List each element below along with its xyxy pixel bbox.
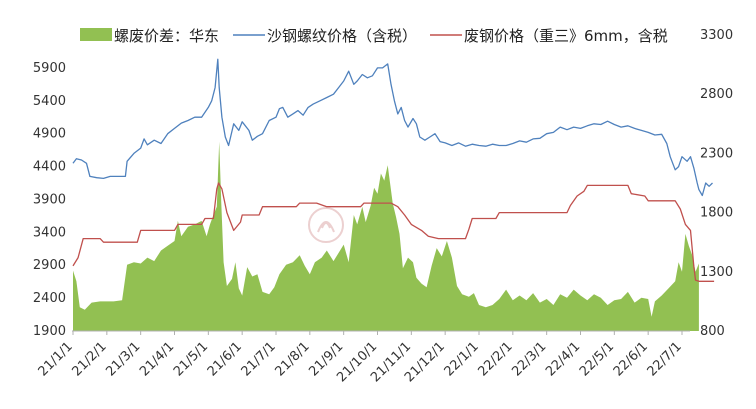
y-right-tick-label-1: 800 — [700, 324, 725, 339]
x-tick-label-17: 22/5/1 — [577, 339, 617, 379]
x-tick-label-5: 21/5/1 — [171, 339, 211, 379]
y-right-tick-label-3: 1800 — [700, 206, 733, 221]
x-tick-label-14: 22/2/1 — [475, 339, 515, 379]
series-1-area — [73, 141, 699, 331]
x-tick-label-15: 22/3/1 — [509, 339, 549, 379]
x-tick-label-16: 22/4/1 — [543, 339, 583, 379]
x-tick-label-4: 21/4/1 — [137, 339, 177, 379]
y-left-tick-label-7: 4900 — [33, 127, 66, 142]
y-right-tick-label-2: 1300 — [700, 265, 733, 280]
x-tick-label-1: 21/1/1 — [36, 339, 76, 379]
x-tick-label-19: 22/7/1 — [645, 339, 685, 379]
x-tick-label-13: 22/1/1 — [442, 339, 482, 379]
x-tick-label-2: 21/2/1 — [69, 339, 109, 379]
y-left-tick-label-6: 4400 — [33, 160, 66, 175]
y-left-tick-label-3: 2900 — [33, 258, 66, 273]
legend-item-1: 螺废价差：华东 — [80, 27, 219, 45]
y-left-tick-label-4: 3400 — [33, 225, 66, 240]
series-3-line — [72, 182, 715, 282]
y-left-tick-label-5: 3900 — [33, 192, 66, 207]
y-left-tick-label-9: 5900 — [33, 61, 66, 76]
legend: 螺废价差：华东 沙钢螺纹价格（含税） 废钢价格（重三》6mm，含税 — [80, 27, 668, 45]
y-right-tick-label-5: 2800 — [700, 87, 733, 102]
legend-swatch-1 — [80, 28, 112, 41]
x-tick-label-3: 21/3/1 — [103, 339, 143, 379]
plot-area — [72, 58, 715, 331]
legend-label-3: 废钢价格（重三》6mm，含税 — [464, 27, 668, 45]
legend-item-2: 沙钢螺纹价格（含税） — [233, 27, 417, 45]
watermark-logo-mark — [317, 221, 335, 233]
y-right-tick-label-4: 2300 — [700, 146, 733, 161]
y-right-tick-label-6: 3300 — [700, 28, 733, 43]
y-left-tick-label-2: 2400 — [33, 291, 66, 306]
y-left-tick-label-8: 5400 — [33, 94, 66, 109]
x-tick-label-8: 21/8/1 — [272, 339, 312, 379]
x-tick-label-18: 22/6/1 — [611, 339, 651, 379]
x-tick-label-7: 21/7/1 — [239, 339, 279, 379]
x-tick-label-6: 21/6/1 — [205, 339, 245, 379]
series-2-line — [72, 58, 713, 197]
y-left-tick-label-1: 1900 — [33, 324, 66, 339]
legend-label-2: 沙钢螺纹价格（含税） — [267, 27, 417, 45]
watermark-logo — [308, 207, 344, 243]
legend-label-1: 螺废价差：华东 — [114, 27, 219, 45]
legend-item-3: 废钢价格（重三》6mm，含税 — [430, 27, 668, 45]
